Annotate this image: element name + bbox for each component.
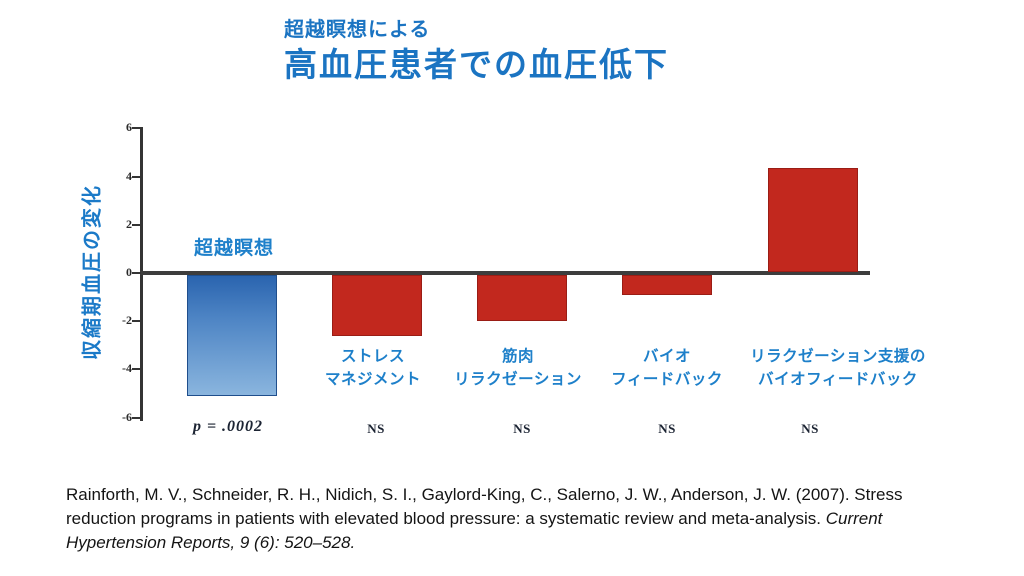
y-tick-label: -6 (122, 409, 132, 424)
y-tick-mark (132, 416, 141, 419)
slide-title: 高血圧患者での血圧低下 (284, 46, 669, 83)
chart-bar-2 (477, 275, 567, 322)
category-label-2: 筋肉 リラクゼーション (454, 348, 582, 388)
chart-bar-3 (622, 275, 712, 295)
chart-bar-1 (332, 275, 422, 336)
bar-chart: 収縮期血圧の変化 6 4 2 0 -2 -4 -6 超越瞑想 ストレス マネジメント 筋肉 リラク… (82, 120, 926, 436)
category-label-1: ストレス マネジメント (324, 348, 421, 388)
significance-label-1: NS (367, 421, 385, 436)
chart-bar-0 (187, 275, 277, 396)
y-tick-label: -2 (122, 313, 132, 328)
y-tick-label: 6 (126, 120, 132, 135)
chart-bar-4 (768, 168, 858, 272)
slide-subtitle: 超越瞑想による (284, 19, 431, 41)
y-tick-mark (132, 368, 141, 371)
y-tick-mark (132, 320, 141, 323)
y-tick-label: 2 (126, 216, 132, 231)
y-tick-mark (132, 127, 141, 130)
y-tick-label: 4 (126, 168, 132, 183)
category-label-4: リラクゼーション支援の バイオフィードバック (750, 348, 926, 388)
y-tick-mark (132, 272, 141, 274)
category-label-3: バイオ フィードバック (611, 348, 723, 388)
significance-label-4: NS (801, 421, 819, 436)
y-tick-mark (132, 175, 141, 178)
citation: Rainforth, M. V., Schneider, R. H., Nidi… (66, 483, 926, 555)
citation-text: Rainforth, M. V., Schneider, R. H., Nidi… (66, 485, 903, 529)
zero-baseline (140, 271, 870, 275)
category-label-0: 超越瞑想 (193, 238, 274, 259)
y-tick-mark (132, 223, 141, 226)
title-block: 超越瞑想による 高血圧患者での血圧低下 (284, 18, 669, 85)
significance-label-0: p = .0002 (192, 418, 264, 435)
y-tick-label: 0 (126, 265, 132, 279)
citation-journal: Current Hypertension Reports, 9 (6): 520… (66, 509, 883, 553)
significance-label-2: NS (513, 421, 531, 436)
significance-label-3: NS (658, 421, 676, 436)
y-tick-label: -4 (122, 361, 132, 376)
